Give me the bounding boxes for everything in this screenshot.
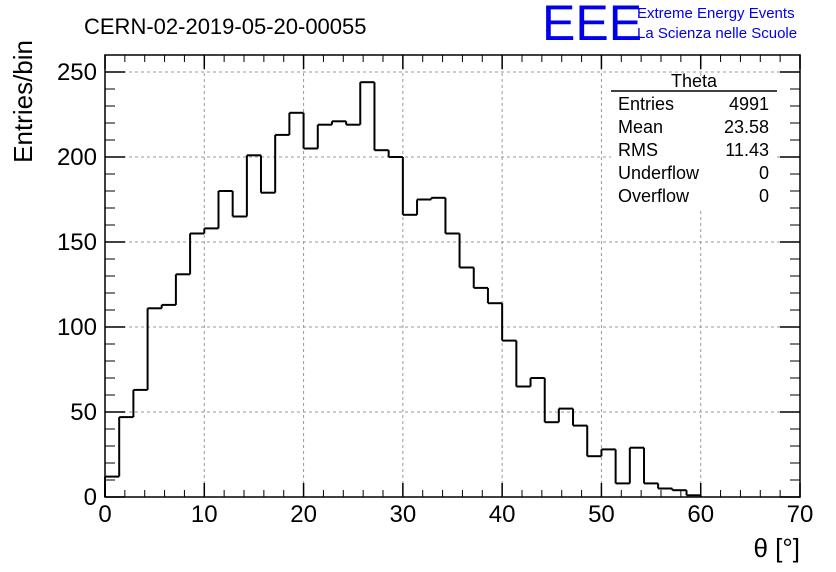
y-tick-labels: 0 50 100 150 200 250 bbox=[57, 59, 97, 511]
axis-ticks bbox=[104, 54, 801, 498]
stats-value-mean: 23.58 bbox=[724, 117, 769, 137]
stats-label-underflow: Underflow bbox=[618, 163, 700, 183]
grid bbox=[105, 55, 800, 497]
histogram-series bbox=[104, 81, 702, 497]
eee-logo: EEE Extreme Energy Events La Scienza nel… bbox=[542, 0, 797, 51]
x-tick-label: 70 bbox=[787, 501, 814, 528]
stats-value-entries: 4991 bbox=[729, 94, 769, 114]
stats-value-underflow: 0 bbox=[759, 163, 769, 183]
eee-logo-line2: La Scienza nelle Scuole bbox=[637, 25, 797, 42]
x-tick-label: 40 bbox=[489, 501, 516, 528]
stats-label-rms: RMS bbox=[618, 140, 658, 160]
x-axis-title: θ [°] bbox=[753, 533, 800, 563]
x-tick-label: 60 bbox=[687, 501, 714, 528]
x-tick-labels: 0 10 20 30 40 50 60 70 bbox=[98, 501, 813, 528]
y-tick-label: 150 bbox=[57, 229, 97, 256]
x-tick-label: 0 bbox=[98, 501, 111, 528]
stats-label-entries: Entries bbox=[618, 94, 674, 114]
eee-logo-mark: EEE bbox=[542, 0, 642, 51]
eee-logo-line1: Extreme Energy Events bbox=[637, 5, 795, 22]
stats-label-mean: Mean bbox=[618, 117, 663, 137]
stats-value-rms: 11.43 bbox=[725, 140, 769, 160]
x-tick-label: 20 bbox=[290, 501, 317, 528]
x-tick-label: 50 bbox=[588, 501, 615, 528]
stats-value-overflow: 0 bbox=[759, 186, 769, 206]
stats-label-overflow: Overflow bbox=[618, 186, 690, 206]
x-tick-label: 10 bbox=[191, 501, 218, 528]
x-tick-label: 30 bbox=[390, 501, 417, 528]
y-tick-label: 200 bbox=[57, 144, 97, 171]
y-tick-label: 250 bbox=[57, 59, 97, 86]
stats-box: Theta Entries 4991 Mean 23.58 RMS 11.43 … bbox=[611, 71, 777, 208]
stats-title: Theta bbox=[671, 71, 718, 91]
stats-box-background bbox=[611, 76, 777, 208]
y-tick-label: 100 bbox=[57, 314, 97, 341]
y-tick-label: 50 bbox=[70, 399, 97, 426]
y-axis-title: Entries/bin bbox=[8, 40, 38, 163]
chart-title: CERN-02-2019-05-20-00055 bbox=[84, 14, 367, 39]
y-tick-label: 0 bbox=[84, 484, 97, 511]
